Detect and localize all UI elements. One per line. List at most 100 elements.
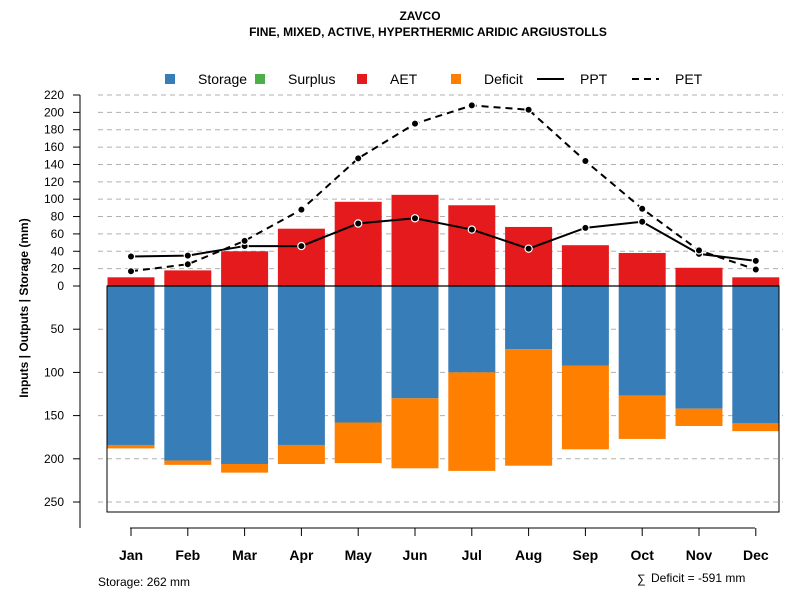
aet-bar-nov [675, 267, 723, 286]
storage-note: Storage: 262 mm [98, 575, 190, 589]
deficit-note: Deficit = -591 mm [651, 571, 745, 585]
legend-swatch [357, 74, 367, 84]
pet-point-mar [240, 236, 249, 246]
ppt-line [130, 217, 756, 262]
x-tick-label-apr: Apr [289, 547, 314, 563]
y-tick-label: 100 [44, 192, 64, 206]
legend-label: Deficit [484, 71, 523, 87]
x-tick-label-dec: Dec [743, 547, 769, 563]
y-axis-label: Inputs | Outputs | Storage (mm) [17, 218, 31, 397]
y-axis: 0 20 40 60 80 100 120 140 160 180 200 220 50 100 150 20… [44, 88, 81, 528]
storage-bar-apr [277, 286, 325, 445]
x-tick-label-aug: Aug [515, 547, 542, 563]
pet-line [130, 104, 757, 273]
legend-item-aet: AET [357, 71, 418, 87]
x-tick-label-nov: Nov [686, 547, 713, 563]
aet-bar-feb [164, 270, 212, 286]
storage-bar-dec [732, 286, 780, 424]
y-tick-label: 0 [57, 279, 64, 293]
ppt-point-aug [524, 244, 533, 253]
y-tick-label: 200 [44, 105, 64, 119]
aet-bar-may [334, 201, 382, 286]
y-tick-label: 250 [44, 495, 64, 509]
legend-label: Storage [198, 71, 247, 87]
aet-bar-aug [505, 226, 553, 286]
legend-label: PET [675, 71, 703, 87]
pet-point-jul [467, 101, 476, 110]
aet-bar-apr [277, 228, 325, 286]
storage-bar-jun [391, 286, 439, 399]
storage-bar-may [334, 286, 382, 423]
storage-bar-sep [561, 286, 609, 366]
y-tick-label: 80 [51, 210, 65, 224]
y-tick-label: 200 [44, 452, 64, 466]
ppt-point-jun [410, 214, 420, 223]
legend-label: AET [390, 71, 418, 87]
deficit-bar-sep [561, 365, 609, 450]
chart-title: ZAVCO [399, 9, 440, 23]
aet-bar-sep [561, 245, 609, 286]
deficit-bar-aug [505, 349, 553, 466]
x-tick-label-jan: Jan [119, 547, 143, 563]
aet-bar-dec [732, 277, 780, 286]
legend-item-ppt: PPT [537, 71, 608, 87]
y-tick-label: 140 [44, 157, 64, 171]
pet-point-jun [410, 119, 420, 128]
ppt-point-jan [126, 252, 136, 261]
pet-point-jan [126, 267, 136, 276]
x-tick-label-oct: Oct [631, 547, 655, 563]
deficit-bar-nov [675, 408, 723, 426]
y-tick-label: 150 [44, 409, 64, 423]
y-tick-label: 20 [51, 262, 65, 276]
grid-lines [98, 94, 783, 503]
pet-point-feb [183, 260, 192, 269]
legend-swatch [451, 74, 461, 84]
storage-bar-aug [505, 286, 553, 350]
ppt-point-sep [581, 223, 590, 233]
pet-point-sep [581, 156, 590, 166]
x-tick-label-jun: Jun [403, 547, 428, 563]
ppt-point-oct [638, 217, 647, 226]
pet-point-apr [297, 205, 306, 214]
aet-bar-mar [221, 251, 269, 286]
x-tick-label-may: May [345, 547, 372, 563]
pet-point-may [354, 154, 363, 163]
deficit-bar-mar [221, 463, 269, 473]
pet-point-nov [694, 246, 704, 255]
x-tick-label-sep: Sep [573, 547, 599, 563]
storage-bar-nov [675, 286, 723, 409]
legend-label: PPT [580, 71, 608, 87]
legend-swatch [165, 74, 175, 84]
y-tick-label: 160 [44, 140, 64, 154]
sigma-symbol: ∑ [637, 572, 646, 586]
chart-subtitle: FINE, MIXED, ACTIVE, HYPERTHERMIC ARIDIC… [249, 25, 607, 39]
legend-item-surplus: Surplus [255, 71, 335, 87]
deficit-bar-oct [618, 395, 666, 439]
pet-point-aug [524, 105, 533, 114]
storage-bar-jan [107, 286, 155, 445]
legend-item-deficit: Deficit [451, 71, 523, 87]
deficit-bar-jun [391, 398, 439, 469]
pet-point-dec [751, 265, 761, 274]
y-tick-label: 50 [51, 322, 65, 336]
ppt-point-jul [467, 225, 476, 234]
ppt-point-dec [751, 256, 761, 266]
deficit-bar-dec [732, 423, 780, 432]
deficit-bar-jul [448, 372, 496, 471]
storage-bar-feb [164, 286, 212, 461]
y-tick-label: 220 [44, 88, 64, 102]
storage-bar-mar [221, 286, 269, 464]
x-tick-label-jul: Jul [462, 547, 482, 563]
deficit-bar-jan [107, 444, 155, 449]
y-tick-label: 100 [44, 365, 64, 379]
legend-swatch [255, 74, 265, 84]
legend: Storage Surplus AET Deficit PPT PET [165, 71, 703, 87]
aet-bar-oct [618, 253, 666, 286]
x-axis: Jan Feb Mar Apr May Jun Jul Aug Sep Oct Nov Dec [119, 527, 769, 563]
ppt-point-may [354, 219, 363, 228]
lines [126, 101, 761, 276]
deficit-bar-feb [164, 460, 212, 465]
bars [107, 194, 780, 473]
deficit-bar-may [334, 422, 382, 464]
legend-label: Surplus [288, 71, 335, 87]
